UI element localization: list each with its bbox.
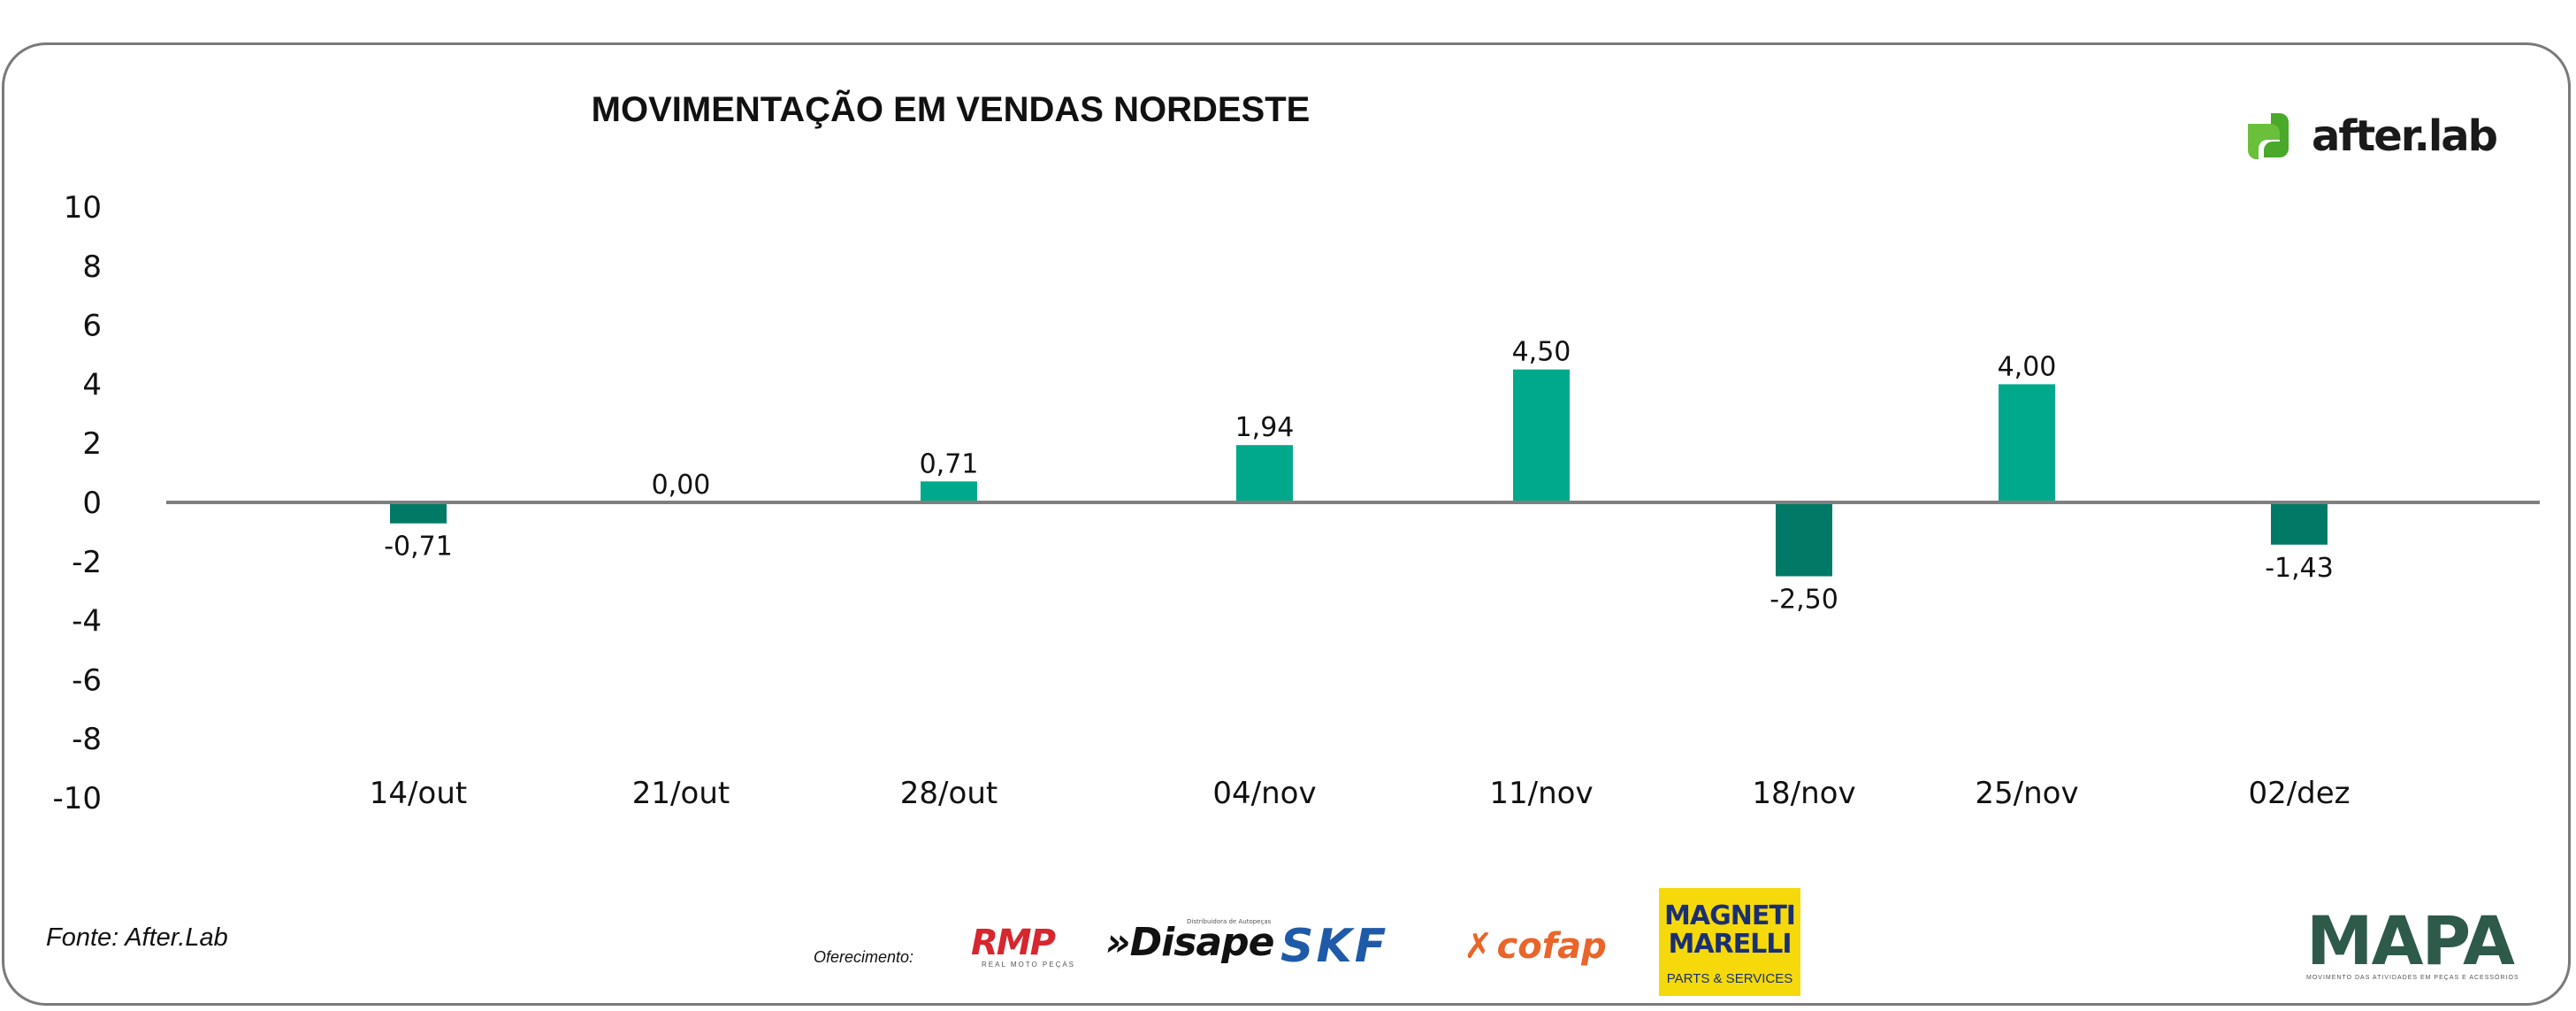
y-tick-label: -6 (72, 663, 102, 698)
x-tick-label: 21/out (632, 776, 730, 811)
data-label: 0,00 (652, 470, 711, 501)
x-tick-label: 28/out (900, 776, 998, 811)
data-label: -1,43 (2265, 553, 2334, 584)
sponsor-intro: Oferecimento: (814, 948, 914, 966)
bar-02/dez (2271, 502, 2328, 545)
after-lab-wordmark: after.lab (2312, 111, 2498, 161)
x-tick-label: 25/nov (1975, 776, 2078, 811)
y-tick-label: 2 (82, 426, 102, 462)
y-tick-label: -8 (72, 722, 102, 757)
data-label: 1,94 (1235, 412, 1295, 443)
y-tick-label: 4 (82, 367, 102, 402)
bar-18/nov (1776, 502, 1832, 577)
bar-28/out (921, 481, 977, 502)
disape-logo: »Disape Distribuidora de Autopeças (1105, 918, 1274, 965)
mapa-logo: MAPA MOVIMENTO DAS ATIVIDADES EM PEÇAS E… (2306, 901, 2519, 982)
x-tick-label: 02/dez (2248, 776, 2350, 811)
source-note: Fonte: After.Lab (46, 923, 228, 952)
bar-14/out (390, 502, 447, 524)
bar-chart: 10 8 6 4 2 0 -2 -4 -6 -8 -10 -0,71 0,00 0,71 1,94 4,50… (52, 190, 2540, 816)
data-labels: -0,71 0,00 0,71 1,94 4,50 -2,50 4,00 -1,43 (384, 337, 2334, 616)
chart-title: MOVIMENTAÇÃO EM VENDAS NORDESTE (591, 90, 1311, 129)
x-tick-label: 14/out (370, 776, 467, 811)
y-tick-label: 8 (82, 249, 102, 285)
data-label: -0,71 (384, 532, 453, 563)
x-tick-label: 18/nov (1752, 776, 1855, 811)
x-tick-label: 11/nov (1489, 776, 1593, 811)
y-tick-label: -2 (72, 545, 102, 580)
y-tick-label: -4 (72, 604, 102, 640)
bar-11/nov (1513, 369, 1570, 502)
data-label: -2,50 (1770, 585, 1838, 616)
after-lab-mark-icon (2248, 113, 2289, 159)
bar-04/nov (1236, 445, 1293, 502)
x-tick-label: 04/nov (1212, 776, 1316, 811)
rmp-logo: RMP REAL MOTO PEÇAS (971, 923, 1076, 969)
chart-frame (2, 42, 2571, 1006)
y-tick-label: 6 (82, 309, 102, 344)
x-axis: 14/out 21/out 28/out 04/nov 11/nov 18/nov 25/n… (370, 776, 2351, 811)
skf-logo: SKF (1280, 920, 1389, 973)
y-tick-label: 10 (64, 190, 102, 226)
bars (390, 369, 2328, 577)
y-tick-label: -10 (52, 781, 102, 816)
cofap-logo: ✗ cofap (1464, 926, 1607, 967)
data-label: 4,00 (1998, 351, 2057, 382)
y-axis: 10 8 6 4 2 0 -2 -4 -6 -8 -10 (52, 190, 102, 816)
y-tick-label: 0 (82, 486, 102, 521)
data-label: 4,50 (1512, 337, 1571, 368)
data-label: 0,71 (920, 448, 979, 479)
bar-25/nov (1999, 384, 2055, 502)
after-lab-logo: after.lab (2241, 110, 2498, 163)
magneti-marelli-logo: MAGNETI MARELLI PARTS & SERVICES (1659, 888, 1800, 996)
